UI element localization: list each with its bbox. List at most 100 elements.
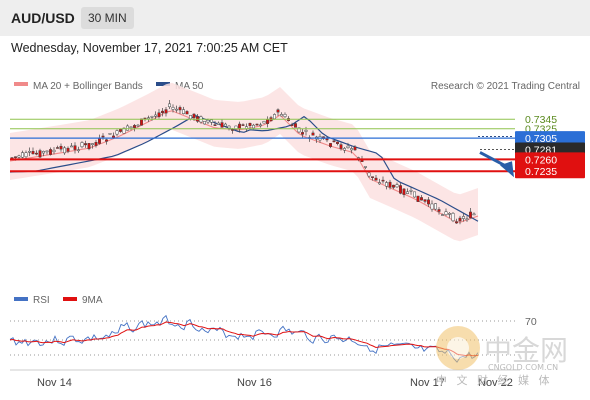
watermark-brand: 中金网 [484, 334, 568, 367]
candle-body [154, 114, 157, 117]
level-label-0: 0.7345 [525, 114, 557, 126]
candle-body [35, 152, 38, 155]
x-label-nov17: Nov 17 [410, 377, 445, 389]
candle-body [56, 147, 59, 149]
candle-body [259, 124, 262, 127]
candle-body [105, 139, 108, 142]
datetime-label: Wednesday, November 17, 2021 7:00:25 AM … [11, 41, 288, 55]
candle-body [451, 212, 455, 222]
candle-body [441, 214, 444, 216]
candle-body [91, 143, 94, 145]
x-label-nov14: Nov 14 [37, 377, 72, 389]
ma50-legend-swatch [156, 82, 170, 86]
candle-body [213, 124, 217, 126]
candle-body [294, 123, 297, 128]
candle-body [304, 129, 308, 132]
candle-body [203, 121, 206, 125]
ma50-legend-label: MA 50 [175, 81, 204, 92]
candle-body [220, 122, 224, 128]
candle-body [66, 147, 70, 152]
candle-body [266, 119, 269, 124]
candle-body [311, 132, 315, 136]
candle-body [52, 149, 56, 153]
candle-body [59, 145, 63, 150]
candle-body [31, 151, 35, 155]
candle-body [136, 124, 140, 127]
candle-body [374, 177, 378, 181]
candle-body [14, 156, 17, 158]
candle-body [276, 109, 280, 113]
candle-body [84, 143, 87, 146]
candle-body [63, 147, 66, 154]
level-tag-4 [515, 152, 585, 167]
watermark-tagline: 中 文 财 经 媒 体 [436, 373, 552, 387]
level-label-4: 0.7260 [525, 154, 557, 166]
candle-body [388, 181, 392, 188]
candle-body [448, 213, 451, 215]
candle-body [238, 123, 241, 130]
candle-body [227, 125, 231, 129]
candle-body [406, 191, 409, 194]
candle-body [140, 118, 143, 126]
rsi-legend-swatch [14, 297, 28, 301]
candle-body [381, 179, 385, 182]
bollinger-band [10, 82, 478, 242]
credit-label: Research © 2021 Trading Central [431, 81, 580, 92]
candle-body [350, 148, 353, 151]
candle-body [161, 110, 164, 113]
candle-body [164, 109, 168, 114]
candle-body [77, 149, 80, 152]
candle-body [437, 209, 441, 212]
candle-body [402, 188, 406, 195]
bb-legend-swatch [14, 82, 28, 86]
watermark-logo [436, 326, 480, 370]
candle-body [157, 112, 161, 118]
candle-body [413, 191, 416, 198]
candle-body [255, 123, 259, 126]
level-tag-5 [515, 164, 585, 179]
candle-body [409, 190, 413, 192]
candle-body [24, 152, 28, 158]
candle-body [129, 126, 133, 129]
candle-body [427, 199, 430, 205]
rsi-line [9, 314, 479, 363]
candle-body [371, 176, 374, 178]
candle-body [378, 182, 381, 185]
candle-body [17, 155, 21, 158]
candle-body [115, 130, 119, 135]
candle-body [241, 124, 245, 126]
candle-body [108, 133, 112, 135]
candle-body [336, 141, 339, 144]
level-tag-2 [515, 131, 585, 146]
rsi-ma-legend-label: 9MA [82, 295, 103, 306]
candle-body [224, 123, 227, 127]
candle-body [168, 103, 171, 108]
candle-body [434, 203, 437, 210]
candle-body [73, 145, 77, 150]
ma50-line [9, 115, 479, 222]
x-label-nov22: Nov 22 [478, 377, 513, 389]
candle-body [45, 150, 49, 153]
candle-body [472, 213, 476, 216]
candle-body [346, 145, 350, 149]
candle-body [171, 107, 175, 110]
candle-body [353, 146, 357, 151]
timeframe-badge[interactable]: 30 MIN [81, 7, 134, 29]
candle-body [210, 119, 213, 123]
candle-body [231, 129, 234, 131]
rsi-ma-line [9, 321, 479, 357]
candle-body [465, 218, 469, 221]
candle-body [399, 185, 402, 194]
pair-title: AUD/USD [11, 10, 75, 26]
candle-body [38, 150, 42, 158]
candle-body [416, 195, 420, 202]
candle-body [343, 148, 346, 151]
candle-body [283, 114, 287, 117]
candle-body [80, 142, 84, 148]
candle-body [273, 114, 276, 120]
candle-body [119, 129, 122, 132]
rsi-level-label: 70 [525, 316, 537, 328]
candle-body [178, 107, 182, 111]
candle-body [126, 125, 129, 131]
